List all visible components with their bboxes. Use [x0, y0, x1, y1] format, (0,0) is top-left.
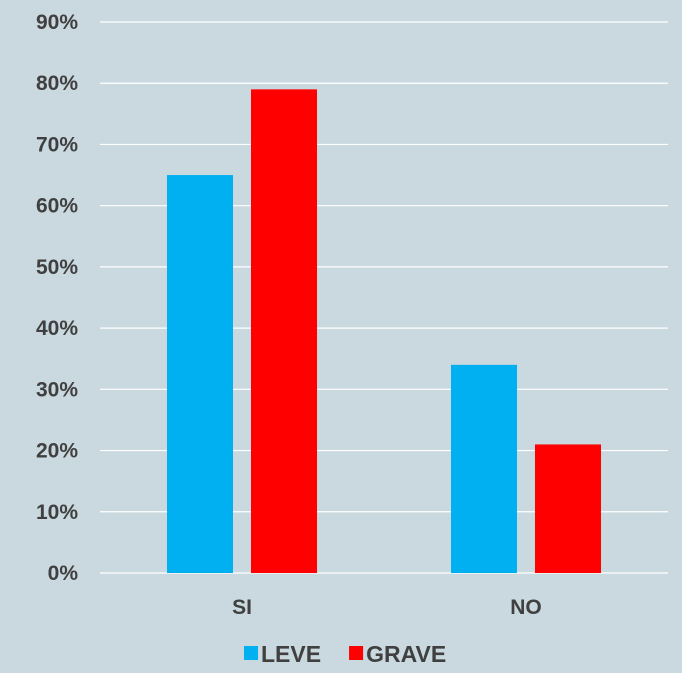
bar-leve-no — [451, 364, 517, 573]
y-tick-label: 50% — [36, 256, 78, 279]
y-axis-tick-labels: 0% 10% 20% 30% 40% 50% 60% 70% 80% 90% — [36, 11, 78, 585]
y-tick-label: 10% — [36, 501, 78, 524]
y-tick-label: 20% — [36, 440, 78, 463]
x-category-label: NO — [510, 596, 542, 619]
y-tick-label: 0% — [48, 562, 79, 585]
y-tick-label: 40% — [36, 317, 78, 340]
legend-swatch-grave — [349, 646, 364, 660]
y-tick-label: 30% — [36, 378, 78, 401]
x-axis-category-labels: SI NO — [232, 596, 542, 619]
legend: LEVE GRAVE — [244, 641, 446, 667]
legend-label-leve: LEVE — [261, 641, 321, 667]
y-tick-label: 70% — [36, 133, 78, 156]
bar-grave-si — [251, 89, 317, 573]
bars — [167, 89, 601, 574]
x-category-label: SI — [232, 596, 252, 619]
y-tick-label: 90% — [36, 11, 78, 34]
y-tick-label: 80% — [36, 72, 78, 95]
legend-label-grave: GRAVE — [366, 641, 446, 667]
bar-grave-no — [535, 444, 601, 573]
legend-swatch-leve — [244, 646, 258, 660]
bar-leve-si — [167, 175, 233, 574]
y-tick-label: 60% — [36, 195, 78, 218]
